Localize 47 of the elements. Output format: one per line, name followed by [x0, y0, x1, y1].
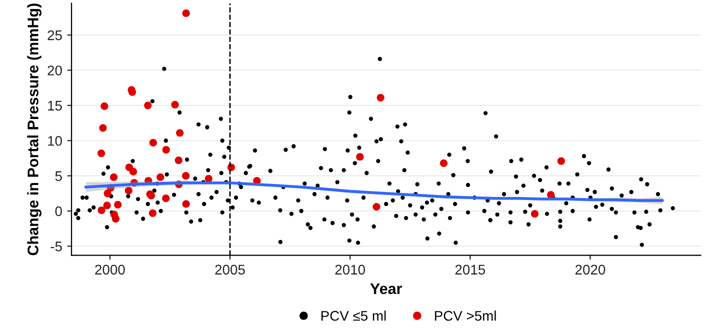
y-tick-label: 5: [55, 171, 62, 181]
point: [182, 172, 190, 180]
x-tick-label: 2015: [455, 264, 486, 275]
point: [162, 146, 170, 154]
point: [440, 159, 448, 167]
point: [104, 190, 112, 198]
point: [376, 94, 384, 102]
point: [129, 168, 138, 176]
point: [112, 214, 120, 223]
point: [156, 173, 164, 182]
point: [99, 124, 107, 132]
x-tick-label: 2020: [575, 264, 606, 275]
legend-label: PCV ≤5 ml: [321, 310, 386, 321]
point: [204, 174, 212, 182]
y-tick-label: 0: [55, 206, 62, 216]
point: [176, 129, 184, 137]
point: [98, 206, 106, 214]
y-tick-label: 20: [48, 66, 62, 76]
point: [97, 149, 106, 158]
x-tick-label: 2005: [215, 264, 245, 275]
point: [356, 153, 364, 161]
point: [110, 173, 118, 182]
y-tick-label: 10: [48, 136, 62, 146]
y-tick-label: 25: [48, 30, 62, 40]
y-tick-label: 15: [48, 100, 62, 111]
point: [103, 202, 111, 210]
point: [182, 200, 190, 208]
point: [557, 157, 565, 165]
point: [124, 186, 132, 194]
legend-label: PCV >5ml: [434, 310, 496, 321]
point: [149, 138, 157, 147]
point: [372, 202, 380, 211]
y-tick-label: -5: [50, 242, 62, 252]
point: [144, 102, 152, 110]
point: [162, 194, 170, 202]
point: [114, 200, 122, 208]
x-axis-title: Year: [370, 283, 402, 294]
point: [530, 210, 539, 218]
point: [100, 102, 108, 110]
x-tick-label: 2010: [335, 264, 365, 275]
y-axis-title: Change in Portal Pressure (mmHg): [27, 4, 42, 256]
point: [174, 156, 182, 164]
point: [547, 191, 555, 199]
point: [148, 209, 156, 217]
x-tick-label: 2000: [95, 264, 125, 275]
point: [182, 9, 190, 18]
point: [171, 100, 179, 109]
